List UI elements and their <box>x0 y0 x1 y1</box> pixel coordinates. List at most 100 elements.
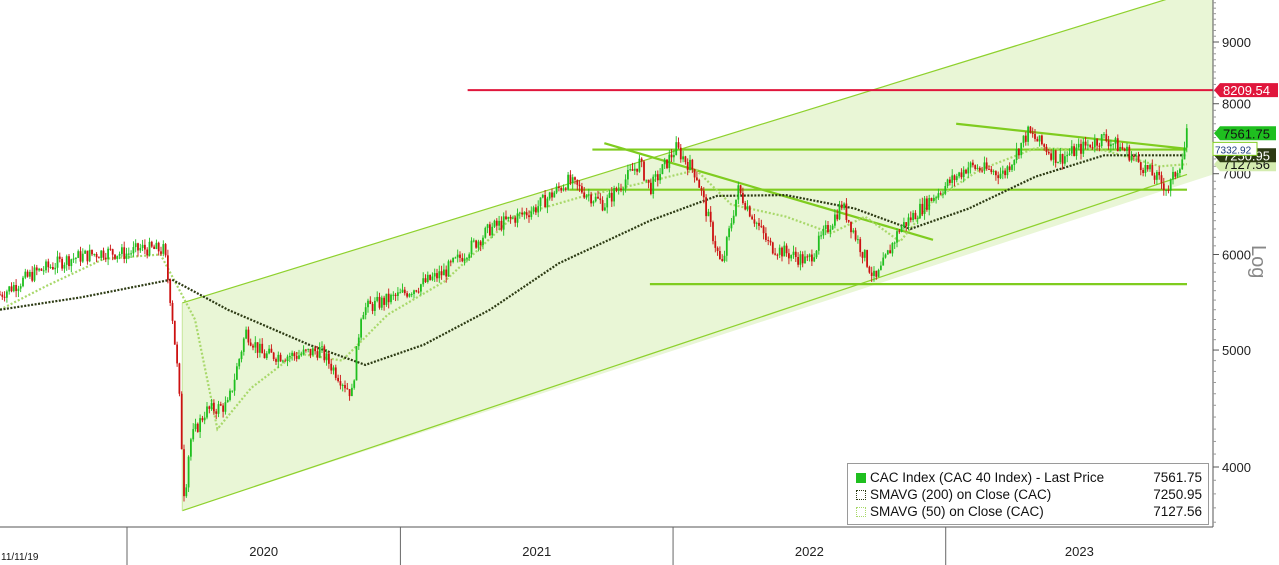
price-candle <box>38 268 40 271</box>
price-candle <box>445 269 448 277</box>
price-candle <box>684 156 687 162</box>
price-candle <box>721 259 724 261</box>
price-candle <box>859 239 862 253</box>
price-candle <box>613 188 615 202</box>
price-candle <box>275 359 277 362</box>
price-candle <box>1130 155 1133 161</box>
price-candle <box>1098 145 1101 147</box>
price-candle <box>836 214 839 220</box>
tag-cursor: 7332.92 <box>1212 141 1258 156</box>
price-candle <box>530 211 533 218</box>
price-candle <box>1059 154 1062 163</box>
price-candle <box>433 273 436 277</box>
price-candle <box>792 251 795 256</box>
price-candle <box>698 180 701 188</box>
price-candle <box>981 170 983 172</box>
price-candle <box>742 192 744 204</box>
price-candle <box>693 169 696 178</box>
price-candle <box>300 354 303 356</box>
price-candle <box>806 256 809 258</box>
price-candle <box>215 411 218 414</box>
price-candle <box>532 207 535 212</box>
price-candle <box>463 258 466 262</box>
price-candle <box>316 351 319 358</box>
price-candle <box>380 297 383 308</box>
price-candle <box>56 256 59 268</box>
sma200-line <box>0 154 1187 367</box>
price-candle <box>173 320 176 345</box>
price-candle <box>661 164 664 175</box>
price-candle <box>870 272 873 276</box>
price-candle <box>247 329 250 343</box>
price-candle <box>712 222 714 242</box>
price-candle <box>1123 148 1126 151</box>
price-candle <box>371 303 374 311</box>
price-candle <box>854 230 857 240</box>
price-candle <box>1169 179 1172 191</box>
price-candle <box>100 250 103 259</box>
price-candle <box>1029 126 1032 133</box>
price-candle <box>861 252 864 258</box>
price-candle <box>972 162 974 166</box>
price-candle <box>857 239 859 241</box>
price-candle <box>201 418 204 421</box>
y-tick-label: 9000 <box>1222 35 1251 50</box>
price-candle <box>180 393 183 450</box>
price-candle <box>1001 170 1004 174</box>
price-candle <box>774 253 776 255</box>
price-candle <box>376 296 379 301</box>
price-candle <box>314 348 316 352</box>
price-candle <box>1031 132 1034 134</box>
price-candle <box>576 179 579 185</box>
price-candle <box>771 242 774 254</box>
price-candle <box>390 294 392 303</box>
price-candle <box>845 203 848 220</box>
price-candle <box>1020 142 1023 156</box>
price-candle <box>1158 172 1161 176</box>
price-candle <box>719 251 721 260</box>
price-candle <box>153 246 155 249</box>
channel-fill <box>182 0 1213 511</box>
price-candle <box>42 270 45 272</box>
price-candle <box>976 167 979 169</box>
price-candle <box>659 174 661 181</box>
price-candle <box>1114 138 1117 144</box>
price-candle <box>758 222 760 226</box>
price-candle <box>725 237 728 256</box>
price-candle <box>1068 153 1071 155</box>
price-candle <box>553 192 556 198</box>
price-candle <box>348 389 351 397</box>
price-candle <box>341 385 344 387</box>
price-candle <box>150 241 153 247</box>
price-candle <box>622 188 625 190</box>
price-candle <box>134 243 137 248</box>
legend-value: 7250.95 <box>1153 487 1202 502</box>
price-candle <box>104 257 107 260</box>
price-candle <box>102 250 105 258</box>
price-candle <box>629 169 632 171</box>
price-candle <box>91 249 93 255</box>
price-candle <box>880 265 882 270</box>
price-candle <box>767 239 770 241</box>
price-candle <box>884 254 887 258</box>
price-candle <box>886 250 889 255</box>
legend-swatch-sma50 <box>856 506 866 517</box>
price-candle <box>449 261 452 263</box>
price-candle <box>436 273 438 279</box>
price-candle <box>645 179 648 181</box>
price-candle <box>847 219 850 222</box>
price-candle <box>999 173 1002 179</box>
price-candle <box>54 267 57 270</box>
price-candle <box>1061 154 1064 164</box>
price-candle <box>378 296 381 308</box>
price-candle <box>17 288 20 292</box>
price-candle <box>700 187 703 191</box>
price-candle <box>24 271 27 278</box>
price-candle <box>502 216 505 230</box>
price-candle <box>242 338 245 352</box>
price-candle <box>1070 146 1073 154</box>
price-candle <box>597 196 599 199</box>
legend-swatch-sma200 <box>856 489 866 500</box>
legend-value: 7561.75 <box>1153 470 1202 485</box>
legend-item-sma200: SMAVG (200) on Close (CAC) 7250.95 <box>856 486 1202 503</box>
